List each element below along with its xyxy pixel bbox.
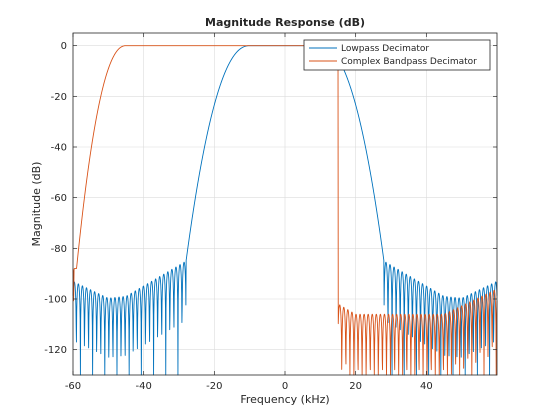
x-tick-label: -20 [206,381,222,392]
axis-ticks: -60 -40 -20 0 20 40 0 -20 -40 -60 -80 -100 -120 [44,33,497,392]
x-tick-label: 40 [420,381,433,392]
x-tick-label: -40 [135,381,151,392]
y-tick-label: -120 [44,345,67,356]
y-tick-label: -60 [51,193,67,204]
y-tick-label: -80 [51,244,67,255]
series-layer [72,45,498,376]
y-axis-label: Magnitude (dB) [30,162,43,247]
x-tick-label: 20 [349,381,362,392]
legend-box [303,39,491,71]
y-tick-label: -20 [51,92,67,103]
x-tick-label: 0 [282,381,288,392]
y-tick-label: -100 [44,295,67,306]
legend: Lowpass Decimator Complex Bandpass Decim… [303,39,491,71]
x-axis-label: Frequency (kHz) [240,393,329,406]
chart-title: Magnitude Response (dB) [205,16,365,29]
y-tick-label: 0 [61,41,67,52]
y-tick-label: -40 [51,143,67,154]
legend-label-bandpass: Complex Bandpass Decimator [341,57,477,67]
legend-label-lowpass: Lowpass Decimator [341,44,429,54]
series-line-bandpass [72,45,498,376]
x-tick-label: -60 [65,381,81,392]
